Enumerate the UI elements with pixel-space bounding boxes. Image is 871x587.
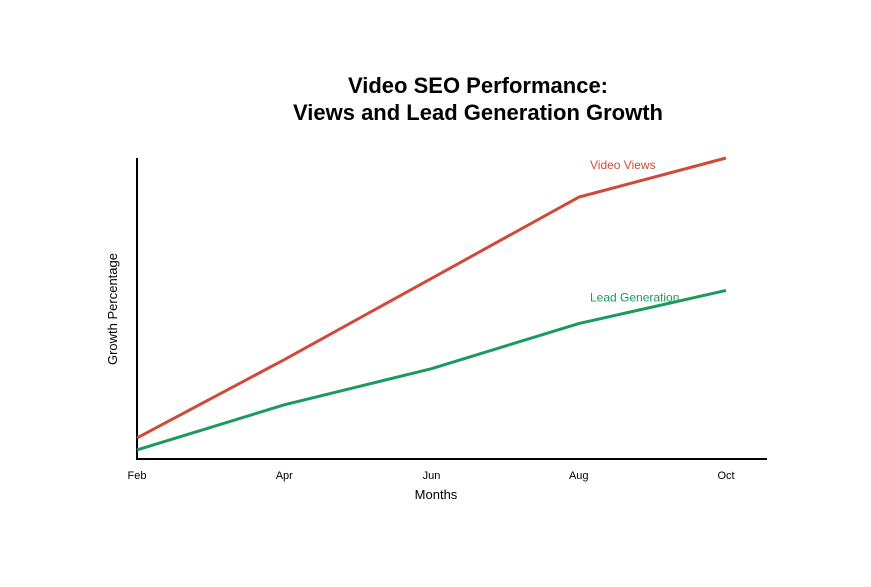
x-tick-label-oct: Oct <box>717 470 734 482</box>
x-tick-label-jun: Jun <box>423 470 441 482</box>
x-tick-label-apr: Apr <box>276 470 293 482</box>
series-label-video-views: Video Views <box>590 158 656 172</box>
x-tick-label-aug: Aug <box>569 470 589 482</box>
series-line-video-views <box>136 156 727 440</box>
x-axis-label: Months <box>415 487 458 502</box>
series-label-lead-generation: Lead Generation <box>590 290 679 304</box>
x-tick-label-feb: Feb <box>128 470 147 482</box>
y-axis-label: Growth Percentage <box>105 253 120 365</box>
chart-title-line-1: Video SEO Performance: <box>348 73 608 98</box>
series-line-lead-generation <box>136 288 727 452</box>
chart-title-line-2: Views and Lead Generation Growth <box>293 100 663 125</box>
